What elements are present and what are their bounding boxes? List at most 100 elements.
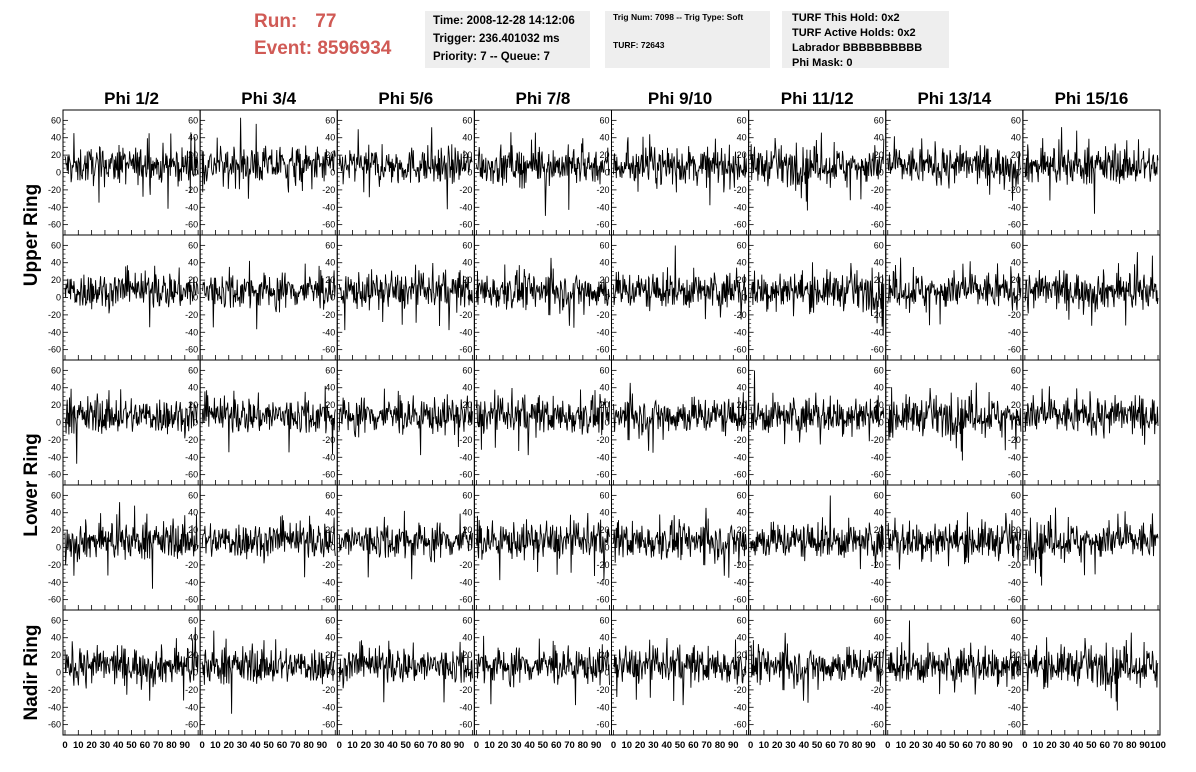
y-tick-label: 60 — [462, 615, 472, 625]
column-header-5: Phi 9/10 — [648, 89, 712, 108]
x-tick-label: 90 — [454, 740, 465, 751]
y-tick-label: -40 — [871, 577, 884, 587]
waveform-trace — [64, 265, 199, 328]
panel-r2-c3: -60 -40 -20 0 20 40 60 — [322, 234, 475, 361]
y-tick-label: -20 — [322, 185, 335, 195]
y-tick-label: -20 — [322, 685, 335, 695]
y-tick-label: -20 — [185, 685, 198, 695]
panel-r2-c4: -60 -40 -20 0 20 40 60 — [459, 234, 612, 361]
waveform-trace — [338, 510, 473, 580]
panel-r2-c8: -60 -40 -20 0 20 40 60 — [1008, 234, 1161, 361]
y-tick-label: -40 — [185, 452, 198, 462]
waveform-trace — [887, 257, 1022, 326]
y-tick-label: -60 — [1008, 345, 1021, 355]
y-tick-label: 60 — [599, 115, 609, 125]
x-tick-label: 40 — [113, 740, 124, 751]
y-tick-label: 20 — [462, 650, 472, 660]
y-tick-label: -60 — [322, 595, 335, 605]
y-tick-label: 0 — [193, 418, 198, 428]
x-tick-label: 90 — [1139, 740, 1150, 751]
y-tick-label: -40 — [596, 452, 609, 462]
waveform-trace — [887, 382, 1022, 461]
y-tick-label: -40 — [185, 327, 198, 337]
column-header-6: Phi 11/12 — [781, 89, 854, 108]
y-tick-label: -40 — [185, 702, 198, 712]
y-tick-label: 20 — [1011, 650, 1021, 660]
waveform-trace — [201, 515, 336, 578]
x-tick-label: 30 — [100, 740, 111, 751]
waveform-trace — [613, 245, 748, 320]
y-tick-label: 0 — [1016, 168, 1021, 178]
phi-mask-text: Phi Mask: 0 — [792, 57, 853, 68]
y-tick-label: -40 — [322, 327, 335, 337]
run-label: Run: — [254, 11, 298, 32]
y-tick-label: -60 — [871, 220, 884, 230]
x-tick-label: 0 — [337, 740, 342, 751]
panel-r5-c7: -60 -40 -20 0 20 40 60 — [871, 609, 1024, 736]
y-tick-label: -20 — [459, 435, 472, 445]
y-tick-label: -60 — [871, 470, 884, 480]
column-header-2: Phi 3/4 — [241, 89, 296, 108]
y-tick-label: -20 — [48, 185, 61, 195]
y-tick-label: -40 — [322, 702, 335, 712]
waveform-trace — [64, 132, 199, 209]
y-tick-label: 60 — [325, 490, 335, 500]
y-tick-label: 60 — [599, 240, 609, 250]
panel-r5-c4: -60 -40 -20 0 20 40 60 — [459, 609, 612, 736]
y-tick-label: 40 — [51, 383, 61, 393]
panel-r1-c5: -60 -40 -20 0 20 40 60 — [596, 109, 750, 236]
y-tick-label: 40 — [188, 258, 198, 268]
y-tick-label: 40 — [737, 633, 747, 643]
y-tick-label: 20 — [599, 150, 609, 160]
x-tick-label: 50 — [401, 740, 412, 751]
y-tick-label: -20 — [1008, 185, 1021, 195]
y-tick-label: 20 — [188, 525, 198, 535]
y-tick-label: -60 — [596, 720, 609, 730]
y-tick-label: 0 — [879, 668, 884, 678]
y-tick-label: 20 — [737, 150, 747, 160]
x-tick-label: 50 — [126, 740, 137, 751]
priority-text: Priority: 7 -- Queue: 7 — [433, 51, 550, 63]
x-tick-label: 10 — [347, 740, 358, 751]
panel-r3-c7: -60 -40 -20 0 20 40 60 — [871, 359, 1024, 486]
x-tick-label: 0 — [62, 740, 67, 751]
x-tick-label: 10 — [759, 740, 770, 751]
y-tick-label: 40 — [462, 133, 472, 143]
panel-r5-c5: -60 -40 -20 0 20 40 60 — [596, 609, 750, 736]
y-tick-label: 20 — [599, 650, 609, 660]
x-tick-label: 90 — [317, 740, 328, 751]
y-tick-label: 20 — [874, 400, 884, 410]
y-tick-label: 60 — [737, 115, 747, 125]
x-tick-label: 20 — [772, 740, 783, 751]
y-tick-label: -40 — [1008, 452, 1021, 462]
panel-r1-c1: -60 -40 -20 0 20 40 60 — [48, 109, 201, 236]
y-tick-label: -60 — [322, 345, 335, 355]
y-tick-label: -20 — [871, 185, 884, 195]
panel-r4-c7: -60 -40 -20 0 20 40 60 — [871, 484, 1024, 611]
y-tick-label: -40 — [1008, 202, 1021, 212]
y-tick-label: 60 — [462, 240, 472, 250]
y-tick-label: 60 — [874, 240, 884, 250]
x-tick-label: 40 — [387, 740, 398, 751]
y-tick-label: -40 — [734, 202, 747, 212]
y-tick-label: 40 — [1011, 508, 1021, 518]
y-tick-label: 40 — [737, 133, 747, 143]
y-tick-label: -40 — [48, 202, 61, 212]
y-tick-label: 40 — [737, 258, 747, 268]
trigger-info-box: Trig Num: 7098 -- Trig Type: Soft TURF: … — [605, 11, 770, 68]
y-tick-label: 0 — [742, 293, 747, 303]
y-tick-label: 40 — [874, 258, 884, 268]
y-tick-label: -40 — [734, 452, 747, 462]
y-tick-label: 0 — [467, 293, 472, 303]
x-tick-label: 50 — [949, 740, 960, 751]
trigger-text: Trigger: 236.401032 ms — [433, 33, 560, 45]
y-tick-label: -20 — [734, 310, 747, 320]
y-tick-label: -40 — [871, 202, 884, 212]
panel-r1-c6: -60 -40 -20 0 20 40 60 — [734, 109, 887, 236]
x-tick-label: 80 — [1126, 740, 1137, 751]
x-tick-label: 60 — [414, 740, 425, 751]
y-tick-label: 20 — [462, 525, 472, 535]
y-tick-label: 0 — [330, 543, 335, 553]
x-tick-label: 90 — [865, 740, 876, 751]
y-tick-label: 60 — [462, 115, 472, 125]
